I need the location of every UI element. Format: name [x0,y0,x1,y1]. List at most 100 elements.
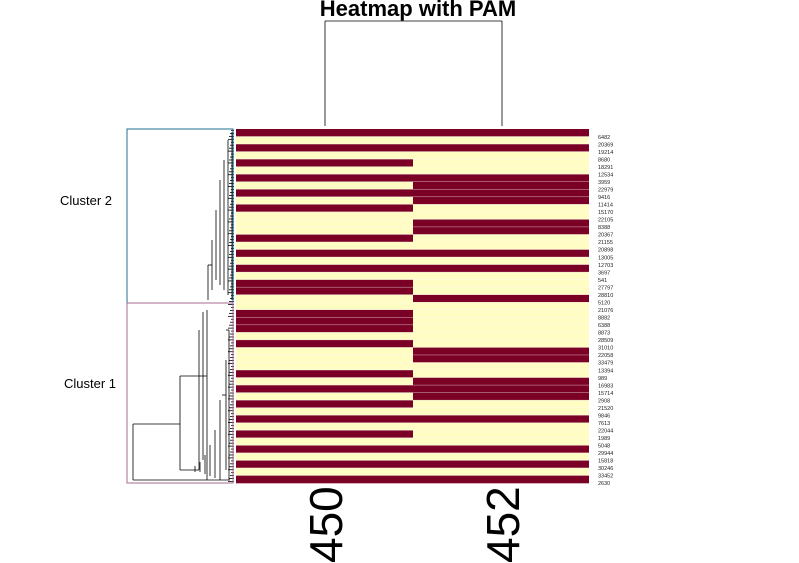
heatmap-cell [236,226,413,235]
heatmap-cell [236,324,413,333]
heatmap-cell [236,422,413,431]
heatmap-cell [236,144,413,152]
heatmap-cell [236,400,413,408]
heatmap-cell [413,430,589,439]
heatmap-cell [236,136,413,145]
heatmap-cell [236,332,413,341]
row-label: 13394 [598,368,613,374]
heatmap-cell [236,475,413,484]
row-label: 33479 [598,361,613,367]
row-label: 1989 [598,436,610,442]
heatmap-cell [413,279,589,288]
heatmap-cell [413,460,589,469]
heatmap-cell [413,400,589,408]
row-label: 5048 [598,444,610,450]
heatmap-cell [413,339,589,348]
heatmap-cell [236,339,413,348]
row-label: 12534 [598,172,613,178]
row-label: 33452 [598,474,613,480]
row-label: 20898 [598,248,613,254]
heatmap-cell [236,234,413,243]
row-label: 21076 [598,308,613,314]
row-label: 18291 [598,165,613,171]
heatmap-cell [413,415,589,424]
heatmap-cell [236,219,413,228]
cluster-1-box [126,302,234,484]
heatmap-cell [413,241,589,250]
row-label: 19214 [598,150,613,156]
heatmap-cell [236,181,413,190]
heatmap-cell [236,249,413,258]
row-label: 3959 [598,180,610,186]
chart-title: Heatmap with PAM [320,0,516,21]
heatmap-cell [236,354,413,363]
heatmap-cell [236,385,413,393]
row-label: 989 [598,376,607,382]
heatmap-cell [236,211,413,220]
heatmap-cell [413,317,589,326]
heatmap-cell [236,294,413,303]
heatmap-cell [413,211,589,220]
heatmap-cell [236,362,413,371]
row-label: 6388 [598,323,610,329]
heatmap-cell [413,302,589,311]
heatmap-cell [413,437,589,446]
heatmap-cell [236,196,413,205]
row-label: 30246 [598,466,613,472]
column-label-450: 450 [300,486,352,563]
heatmap-cell [236,467,413,476]
row-label: 20367 [598,233,613,239]
cluster-2-box [126,128,234,304]
heatmap-cell [413,166,589,175]
heatmap-cell [413,181,589,190]
heatmap-cell [236,174,413,183]
heatmap-cells [236,129,589,484]
row-label: 6482 [598,135,610,141]
row-label: 22105 [598,218,613,224]
heatmap-cell [236,166,413,175]
row-label: 28810 [598,293,613,299]
heatmap-cell [236,309,413,318]
row-label: 22058 [598,353,613,359]
row-label: 7613 [598,421,610,427]
heatmap-cell [236,415,413,424]
heatmap-cell [413,249,589,258]
row-label: 21520 [598,406,613,412]
row-label: 20369 [598,142,613,148]
heatmap-cell [413,264,589,273]
heatmap-cell [413,272,589,280]
heatmap-cell [236,272,413,280]
row-label: 31010 [598,346,613,352]
heatmap-cell [413,332,589,341]
heatmap-cell [413,324,589,333]
row-label: 28509 [598,338,613,344]
row-label: 11414 [598,203,613,209]
row-label: 2908 [598,398,610,404]
row-label: 21155 [598,240,613,246]
heatmap-cell [236,241,413,250]
row-dendrogram [132,130,234,482]
heatmap-cell [236,392,413,401]
heatmap-cell [413,385,589,393]
heatmap-cell [413,475,589,484]
heatmap-cell [236,370,413,378]
heatmap-cell [413,467,589,476]
heatmap-cell [236,317,413,326]
row-label: 22044 [598,429,613,435]
row-label: 13005 [598,255,613,261]
heatmap-cell [236,151,413,160]
heatmap-cell [236,407,413,416]
heatmap-cell [413,354,589,363]
heatmap-cell [413,226,589,235]
heatmap-cell [236,287,413,295]
column-dendrogram [324,20,503,126]
heatmap-cell [413,422,589,431]
row-label: 27797 [598,285,613,291]
row-label: 15170 [598,210,613,216]
heatmap-cell [413,452,589,461]
heatmap-cell [413,189,589,198]
heatmap-cell [413,294,589,303]
heatmap-cell [236,377,413,386]
heatmap-cell [236,430,413,439]
